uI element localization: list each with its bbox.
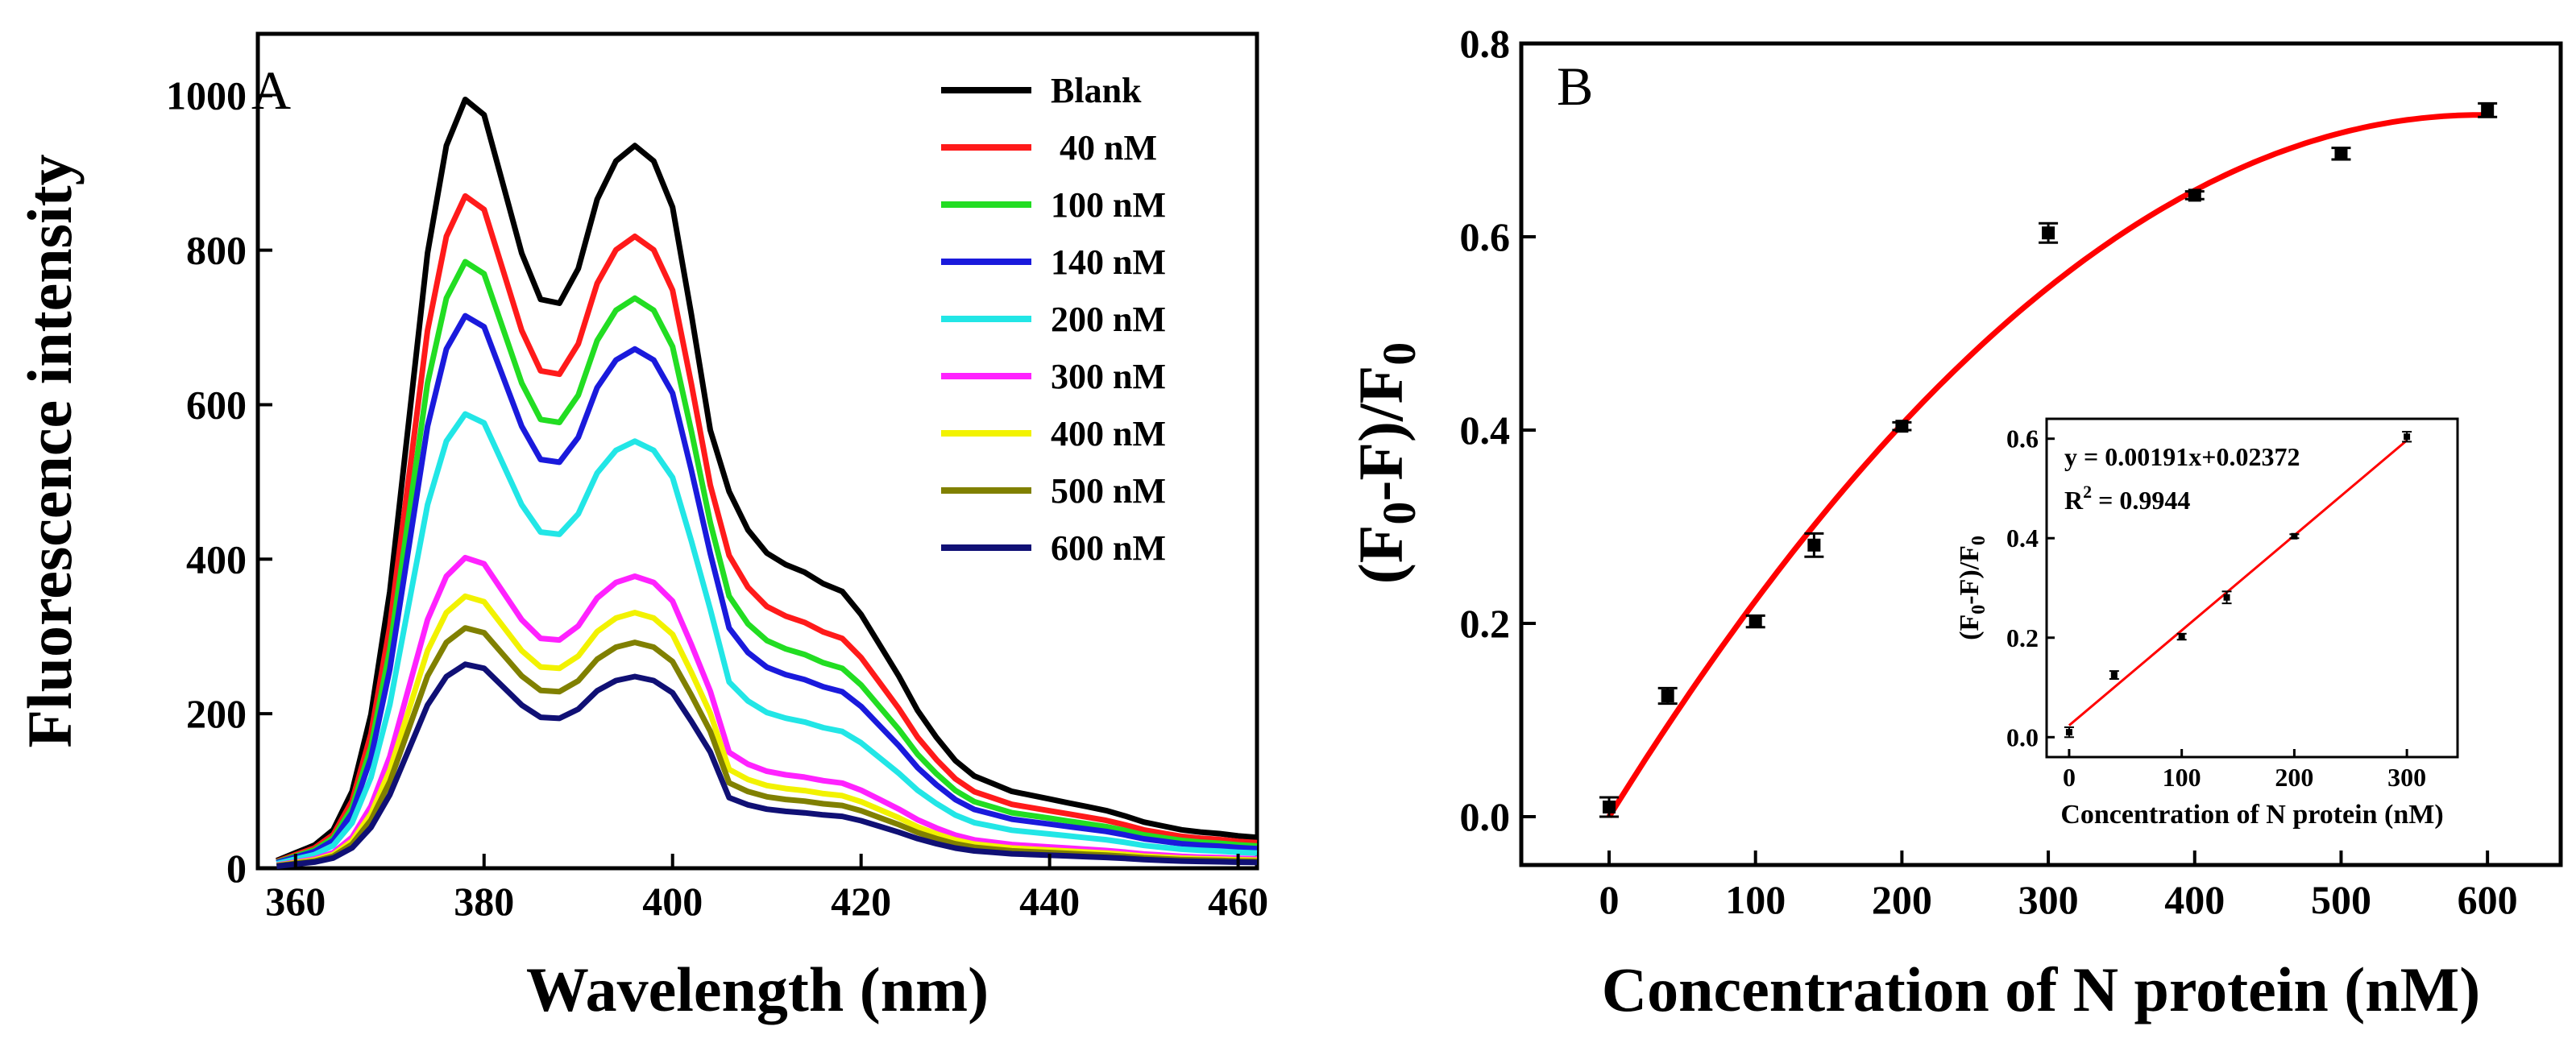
data-point (1661, 689, 1674, 702)
data-point (2334, 147, 2348, 160)
data-point (2188, 188, 2201, 202)
b-y-tick-label: 0.2 (1460, 601, 1511, 646)
b-x-tick-label: 200 (1872, 877, 1932, 922)
panel-a-chart: 360 380 400 420 440 460 0 200 400 600 800 1000 A Bl… (15, 31, 1268, 1024)
inset-y-axis-title: (F0-F)/F0 (1955, 536, 1989, 640)
inset-x-tick-label: 300 (2387, 763, 2426, 792)
a-x-tick-label: 400 (642, 879, 703, 924)
b-y-tick-label: 0.8 (1460, 21, 1511, 66)
legend-label-0: Blank (1051, 71, 1142, 110)
b-y-tick-label: 0.6 (1460, 214, 1511, 259)
b-x-tick-label: 600 (2458, 877, 2518, 922)
inset-x-tick-label: 0 (2063, 763, 2076, 792)
panel-a-frame (255, 31, 1259, 871)
spectrum-line-1 (276, 192, 1258, 864)
inset-x-tick-label: 100 (2163, 763, 2201, 792)
panel-a-letter: A (251, 60, 291, 121)
a-x-tick-label: 440 (1019, 879, 1080, 924)
legend-label-8: 600 nM (1051, 528, 1166, 568)
data-point (1748, 615, 1762, 628)
panel-b-letter: B (1557, 56, 1593, 117)
inset-chart: 0 100 200 300 0.0 0.2 0.4 0.6 y = 0.00191x+0.02… (1955, 417, 2459, 830)
data-point (1895, 420, 1909, 433)
b-x-tick-label: 400 (2164, 877, 2225, 922)
spectrum-line-3 (276, 312, 1258, 866)
legend-label-7: 500 nM (1051, 471, 1166, 511)
data-point (2481, 103, 2495, 117)
b-x-tick-label: 300 (2018, 877, 2079, 922)
inset-background (2047, 419, 2458, 757)
panel-b-chart: 0 100 200 300 400 500 600 0.0 0.2 0.4 0.6 0.8 B Con… (1346, 21, 2563, 1024)
legend-label-5: 300 nM (1051, 357, 1166, 396)
panel-a-y-axis-title: Fluorescence intensity (15, 154, 85, 747)
spectrum-line-4 (276, 411, 1258, 867)
inset-r-squared: R2 = 0.9944 (2064, 482, 2190, 515)
spectrum-line-0 (276, 97, 1258, 863)
data-point (2042, 226, 2055, 240)
a-x-tick-label: 380 (454, 879, 514, 924)
inset-x-axis-title: Concentration of N protein (nM) (2060, 800, 2443, 830)
panel-a-legend: Blank 40 nM 100 nM 140 nM 200 nM 300 nM 400 n… (941, 71, 1166, 568)
inset-y-tick-label: 0.2 (2006, 623, 2039, 652)
inset-y-tick-label: 0.4 (2006, 524, 2039, 553)
legend-label-2: 100 nM (1051, 185, 1166, 225)
panel-b-frame (1519, 41, 2563, 867)
a-x-tick-label: 460 (1208, 879, 1268, 924)
legend-label-3: 140 nM (1051, 242, 1166, 282)
fit-curve (1607, 112, 2488, 818)
inset-data-point (2404, 433, 2411, 441)
b-x-tick-label: 500 (2311, 877, 2371, 922)
inset-frame (2045, 417, 2459, 759)
inset-data-point (2291, 532, 2298, 540)
panel-b-y-axis-title: (F0-F)/F0 (1346, 342, 1425, 585)
legend-label-1: 40 nM (1051, 128, 1157, 168)
b-x-tick-label: 100 (1725, 877, 1786, 922)
a-y-tick-label: 400 (186, 536, 247, 582)
inset-equation: y = 0.00191x+0.02372 (2064, 442, 2300, 471)
panel-b-x-axis-title: Concentration of N protein (nM) (1602, 954, 2480, 1024)
inset-data-point (2223, 594, 2230, 601)
inset-data-point (2065, 729, 2072, 736)
a-y-tick-label: 600 (186, 382, 247, 427)
a-x-tick-label: 420 (831, 879, 891, 924)
inset-y-tick-label: 0.6 (2006, 424, 2039, 453)
legend-label-4: 200 nM (1051, 300, 1166, 339)
inset-fit-line (2068, 439, 2408, 726)
b-y-tick-label: 0.0 (1460, 794, 1511, 839)
inset-data-point (2178, 633, 2185, 640)
a-y-tick-label: 200 (186, 691, 247, 736)
spectrum-line-8 (276, 661, 1258, 869)
a-y-tick-label: 0 (226, 846, 247, 891)
a-y-tick-label: 800 (186, 228, 247, 273)
b-x-tick-label: 0 (1599, 877, 1620, 922)
spectrum-line-2 (276, 259, 1258, 865)
inset-data-point (2110, 672, 2118, 679)
a-x-tick-label: 360 (265, 879, 326, 924)
b-y-tick-label: 0.4 (1460, 408, 1511, 453)
panel-a-x-axis-title: Wavelength (nm) (526, 954, 989, 1024)
inset-y-tick-label: 0.0 (2006, 722, 2039, 751)
a-y-tick-label: 1000 (166, 73, 247, 118)
inset-x-tick-label: 200 (2275, 763, 2313, 792)
data-point (1807, 538, 1821, 552)
legend-label-6: 400 nM (1051, 414, 1166, 453)
data-point (1603, 801, 1616, 813)
